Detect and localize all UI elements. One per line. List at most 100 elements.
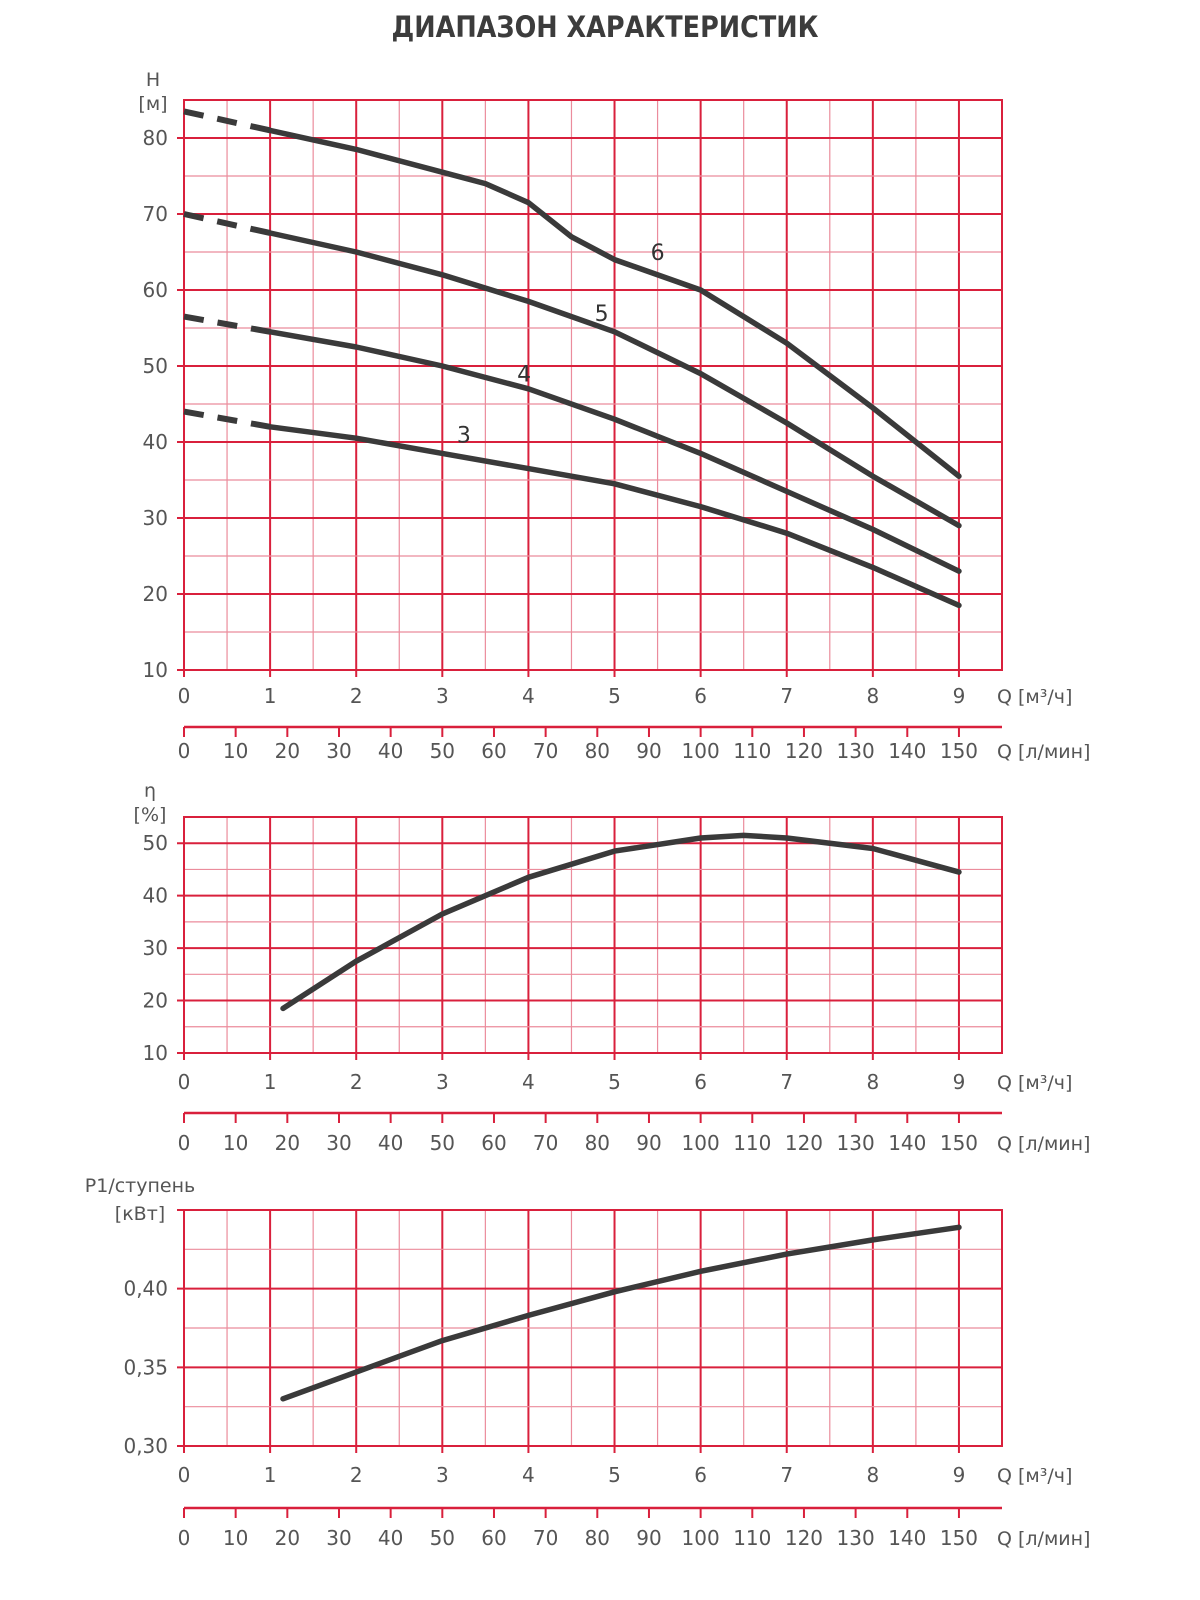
- y-axis-label: P1/ступень: [85, 1175, 195, 1197]
- y-tick-label: 30: [143, 936, 168, 960]
- x2-tick-label: 80: [585, 739, 610, 763]
- x2-tick-label: 50: [430, 739, 455, 763]
- x2-tick-label: 60: [481, 739, 506, 763]
- x-axis-label: Q [м³/ч]: [997, 1072, 1072, 1094]
- x-tick-label: 0: [178, 1070, 191, 1094]
- x2-axis-label: Q [л/мин]: [997, 1133, 1090, 1155]
- x-tick-label: 8: [866, 1463, 879, 1487]
- x2-tick-label: 0: [178, 1131, 191, 1155]
- curve-dashed-3: [183, 408, 271, 430]
- x-tick-label: 9: [953, 1070, 966, 1094]
- curve-dashed-6: [183, 108, 271, 134]
- y-tick-label: 0,35: [123, 1355, 168, 1379]
- x2-tick-label: 110: [733, 1131, 771, 1155]
- x-tick-label: 1: [264, 1463, 277, 1487]
- x2-tick-label: 130: [837, 1131, 875, 1155]
- x-tick-label: 9: [953, 1463, 966, 1487]
- x2-tick-label: 150: [940, 1526, 978, 1550]
- x2-axis-label: Q [л/мин]: [997, 1528, 1090, 1550]
- x2-tick-label: 40: [378, 1131, 403, 1155]
- x-tick-label: 7: [780, 684, 793, 708]
- x2-tick-label: 30: [326, 739, 351, 763]
- x2-tick-label: 120: [785, 1131, 823, 1155]
- y-tick-label: 30: [143, 506, 168, 530]
- x2-tick-label: 150: [940, 739, 978, 763]
- x-tick-label: 4: [522, 1463, 535, 1487]
- x-tick-label: 5: [608, 1463, 621, 1487]
- curve-label: 6: [651, 241, 665, 266]
- curve-label: 5: [595, 302, 609, 327]
- y-tick-label: 20: [143, 582, 168, 606]
- plot-frame: [183, 1209, 1003, 1447]
- y-tick-label: 20: [143, 989, 168, 1013]
- x-tick-label: 7: [780, 1070, 793, 1094]
- x-axis-label: Q [м³/ч]: [997, 1465, 1072, 1487]
- x-tick-label: 1: [264, 1070, 277, 1094]
- x2-tick-label: 90: [636, 739, 661, 763]
- y-tick-label: 50: [143, 831, 168, 855]
- y-axis-label: H: [146, 69, 160, 91]
- x-tick-label: 3: [436, 684, 449, 708]
- x2-tick-label: 140: [888, 1526, 926, 1550]
- curve-6: [267, 127, 962, 479]
- x2-tick-label: 70: [533, 1131, 558, 1155]
- x2-tick-label: 10: [223, 1526, 248, 1550]
- x2-tick-label: 120: [785, 1526, 823, 1550]
- x2-tick-label: 80: [585, 1131, 610, 1155]
- y-tick-label: 40: [143, 430, 168, 454]
- x-tick-label: 2: [350, 1463, 363, 1487]
- curve-power: [280, 1224, 962, 1402]
- x2-tick-label: 120: [785, 739, 823, 763]
- x2-tick-label: 20: [275, 1526, 300, 1550]
- y-tick-label: 40: [143, 884, 168, 908]
- x-tick-label: 8: [866, 1070, 879, 1094]
- y-tick-label: 10: [143, 658, 168, 682]
- y-axis-unit: [%]: [134, 804, 167, 826]
- x2-tick-label: 90: [636, 1526, 661, 1550]
- y-tick-label: 0,30: [123, 1434, 168, 1458]
- x2-tick-label: 50: [430, 1131, 455, 1155]
- chart-title: ДИАПАЗОН ХАРАКТЕРИСТИК: [391, 10, 819, 44]
- x2-tick-label: 0: [178, 1526, 191, 1550]
- y-tick-label: 0,40: [123, 1277, 168, 1301]
- y-axis-unit: [кВт]: [115, 1203, 165, 1225]
- curve-label: 4: [517, 363, 531, 388]
- curve-dashed-5: [183, 211, 271, 236]
- x2-axis-label: Q [л/мин]: [997, 741, 1090, 763]
- x2-tick-label: 100: [682, 1131, 720, 1155]
- x-tick-label: 6: [694, 684, 707, 708]
- y-tick-label: 70: [143, 202, 168, 226]
- curve-3: [267, 424, 962, 609]
- x-tick-label: 7: [780, 1463, 793, 1487]
- x-axis-label: Q [м³/ч]: [997, 686, 1072, 708]
- y-tick-label: 10: [143, 1041, 168, 1065]
- x2-tick-label: 100: [682, 739, 720, 763]
- x2-tick-label: 20: [275, 1131, 300, 1155]
- plot-frame: [183, 816, 1003, 1054]
- x-tick-label: 0: [178, 1463, 191, 1487]
- x2-tick-label: 40: [378, 1526, 403, 1550]
- x-tick-label: 5: [608, 684, 621, 708]
- x-tick-label: 9: [953, 684, 966, 708]
- x2-tick-label: 10: [223, 1131, 248, 1155]
- x2-tick-label: 10: [223, 739, 248, 763]
- curve-label: 3: [457, 423, 471, 448]
- x2-tick-label: 130: [837, 739, 875, 763]
- x-tick-label: 5: [608, 1070, 621, 1094]
- curve-4: [267, 329, 962, 574]
- x2-tick-label: 60: [481, 1131, 506, 1155]
- x-tick-label: 3: [436, 1070, 449, 1094]
- x2-tick-label: 40: [378, 739, 403, 763]
- x2-tick-label: 90: [636, 1131, 661, 1155]
- x2-tick-label: 80: [585, 1526, 610, 1550]
- x2-tick-label: 0: [178, 739, 191, 763]
- x-tick-label: 3: [436, 1463, 449, 1487]
- y-axis-unit: [м]: [138, 93, 167, 115]
- curve-efficiency: [280, 832, 962, 1012]
- x2-tick-label: 110: [733, 739, 771, 763]
- curve-dashed-4: [183, 313, 271, 335]
- y-tick-label: 50: [143, 354, 168, 378]
- x2-tick-label: 70: [533, 739, 558, 763]
- x2-tick-label: 140: [888, 1131, 926, 1155]
